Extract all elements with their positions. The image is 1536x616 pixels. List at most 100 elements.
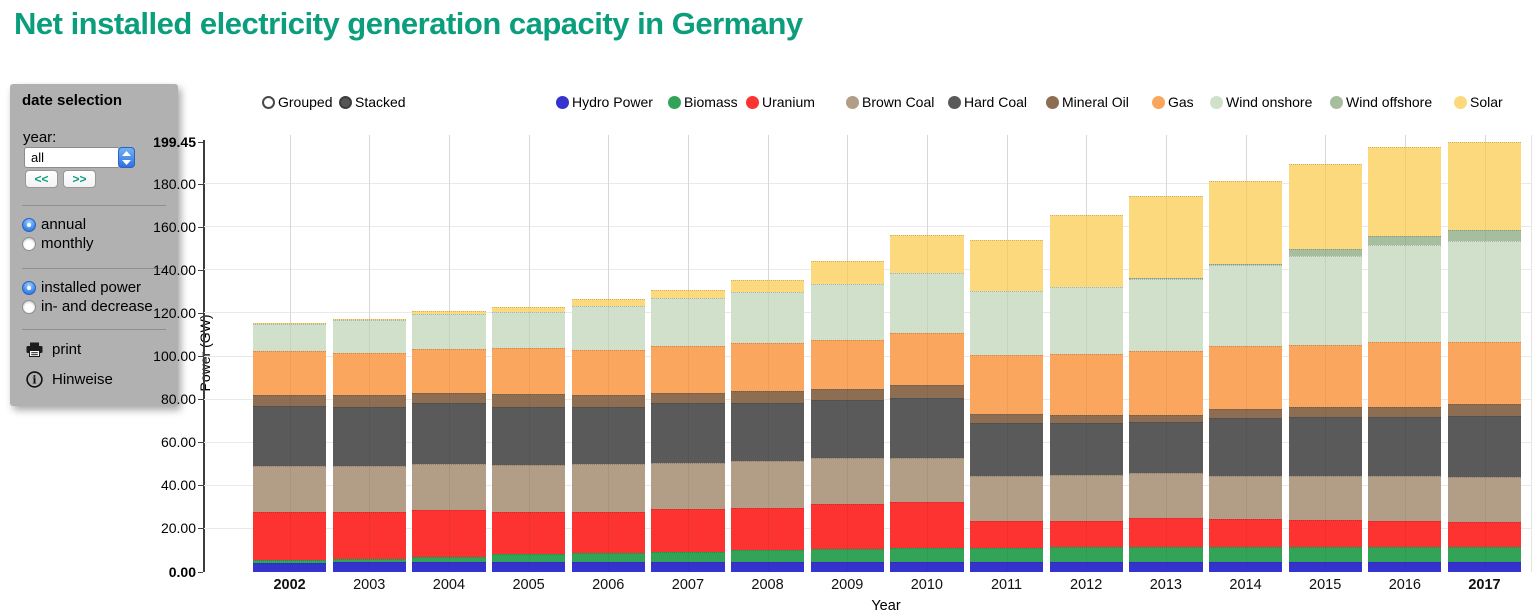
svg-text:i: i	[32, 374, 36, 387]
legend-item-hydro-power[interactable]: Hydro Power	[556, 94, 653, 110]
bar-segment-brown-coal-2004	[412, 464, 486, 510]
radio-icon-in-and-decrease	[22, 299, 36, 314]
bar-segment-wind-onshore-2006	[571, 306, 645, 350]
legend-item-uranium[interactable]: Uranium	[746, 94, 815, 110]
hinweise-button[interactable]: i Hinweise	[26, 371, 113, 388]
radio-option-monthly[interactable]: monthly	[22, 234, 172, 253]
bar-segment-hard-coal-2002	[252, 405, 327, 466]
bar-segment-hard-coal-2015	[1288, 416, 1362, 476]
legend-label-wind-onshore: Wind onshore	[1226, 94, 1313, 110]
radio-label-in-and-decrease: in- and decrease	[41, 298, 153, 315]
gridline-x-overlay-2007	[687, 135, 689, 572]
bar-segment-uranium-2003	[332, 511, 406, 559]
bar-segment-gas-2010	[890, 332, 964, 386]
bar-segment-hard-coal-2006	[571, 406, 645, 465]
y-tick-label: 60.00	[160, 434, 196, 451]
bar-segment-mineral-oil-2017	[1447, 404, 1522, 416]
bar-segment-biomass-2008	[730, 549, 805, 563]
x-tick-label-2008: 2008	[751, 577, 784, 593]
legend-mode-label-stacked: Stacked	[355, 94, 406, 110]
solar-swatch-icon	[1454, 95, 1467, 109]
legend-item-solar[interactable]: Solar	[1454, 94, 1503, 110]
bar-segment-uranium-2006	[571, 511, 645, 553]
bar-segment-gas-2015	[1288, 345, 1362, 407]
bar-segment-hydro-power-2008	[730, 562, 805, 572]
legend-item-wind-onshore[interactable]: Wind onshore	[1210, 94, 1312, 110]
radio-option-in-and-decrease[interactable]: in- and decrease	[22, 297, 172, 316]
bar-segment-biomass-2003	[332, 558, 406, 563]
radio-option-installed-power[interactable]: installed power	[22, 278, 172, 297]
radio-label-monthly: monthly	[41, 235, 94, 252]
radio-icon-annual	[22, 217, 36, 232]
bar-segment-wind-onshore-2005	[491, 311, 566, 349]
y-tick-label: 80.00	[160, 391, 196, 408]
legend-item-hard-coal[interactable]: Hard Coal	[948, 94, 1027, 110]
print-button[interactable]: print	[26, 341, 81, 358]
bar-segment-wind-offshore-2015	[1288, 248, 1362, 257]
bar-segment-hydro-power-2015	[1288, 562, 1362, 572]
bar-segment-biomass-2011	[969, 548, 1044, 563]
bar-segment-hard-coal-2010	[890, 398, 964, 459]
next-year-button[interactable]: >>	[63, 170, 96, 188]
bar-segment-solar-2003	[332, 319, 406, 321]
bar-segment-mineral-oil-2011	[969, 414, 1044, 424]
y-tick-mark	[198, 269, 203, 271]
y-tick-mark	[198, 399, 203, 401]
bar-segment-wind-onshore-2013	[1129, 279, 1203, 351]
y-tick-mark	[198, 226, 203, 228]
bar-segment-biomass-2009	[810, 548, 884, 563]
radio-label-installed-power: installed power	[41, 279, 142, 296]
legend-label-solar: Solar	[1470, 94, 1503, 110]
year-label: year:	[23, 129, 57, 146]
legend-label-biomass: Biomass	[684, 94, 738, 110]
bar-segment-gas-2009	[810, 339, 884, 389]
y-tick-mark	[198, 571, 203, 573]
bar-segment-wind-onshore-2009	[810, 283, 884, 340]
bar-segment-gas-2005	[491, 348, 566, 395]
select-stepper-icon[interactable]	[118, 147, 135, 168]
legend-item-gas[interactable]: Gas	[1152, 94, 1194, 110]
legend-item-biomass[interactable]: Biomass	[668, 94, 738, 110]
bar-segment-brown-coal-2008	[730, 460, 805, 509]
x-tick-label-2017: 2017	[1468, 577, 1501, 593]
bar-segment-hard-coal-2016	[1368, 416, 1442, 477]
legend-item-brown-coal[interactable]: Brown Coal	[846, 94, 934, 110]
legend-item-wind-offshore[interactable]: Wind offshore	[1330, 94, 1432, 110]
bar-segment-mineral-oil-2012	[1049, 415, 1123, 424]
bar-segment-mineral-oil-2004	[412, 392, 486, 403]
legend-mode-stacked[interactable]: Stacked	[339, 94, 406, 110]
bar-segment-hard-coal-2012	[1049, 423, 1123, 476]
x-axis-title: Year	[871, 598, 901, 614]
bar-segment-uranium-2008	[730, 508, 805, 550]
bar-segment-wind-onshore-2007	[651, 298, 725, 347]
date-selection-panel: date selection year: all << >> annual mon…	[10, 84, 178, 406]
bar-segment-solar-2012	[1049, 215, 1123, 287]
year-select[interactable]: all	[24, 147, 135, 168]
bar-segment-hard-coal-2009	[810, 400, 884, 459]
bar-segment-wind-onshore-2011	[969, 291, 1044, 356]
bar-segment-brown-coal-2014	[1208, 475, 1283, 520]
bar-segment-hard-coal-2003	[332, 406, 406, 466]
legend-item-mineral-oil[interactable]: Mineral Oil	[1046, 94, 1129, 110]
bar-segment-biomass-2002	[252, 559, 327, 563]
x-tick-label-2012: 2012	[1070, 577, 1103, 593]
legend-label-brown-coal: Brown Coal	[862, 94, 935, 110]
radio-option-annual[interactable]: annual	[22, 215, 172, 234]
bar-segment-hydro-power-2002	[252, 562, 327, 572]
prev-year-button[interactable]: <<	[25, 170, 58, 188]
bar-segment-solar-2009	[810, 261, 884, 284]
stacked-mode-icon	[339, 95, 352, 109]
bar-segment-brown-coal-2009	[810, 458, 884, 504]
bar-segment-uranium-2013	[1129, 518, 1203, 548]
bar-segment-mineral-oil-2014	[1208, 409, 1283, 418]
legend-mode-grouped[interactable]: Grouped	[262, 94, 332, 110]
bar-segment-brown-coal-2016	[1368, 476, 1442, 521]
y-tick-mark	[198, 312, 203, 314]
uranium-swatch-icon	[746, 95, 759, 109]
bar-segment-brown-coal-2002	[252, 465, 327, 512]
bar-segment-wind-offshore-2013	[1129, 277, 1203, 280]
gridline-x-overlay-2006	[608, 135, 610, 572]
bar-segment-solar-2014	[1208, 180, 1283, 264]
bar-segment-biomass-2016	[1368, 547, 1442, 563]
